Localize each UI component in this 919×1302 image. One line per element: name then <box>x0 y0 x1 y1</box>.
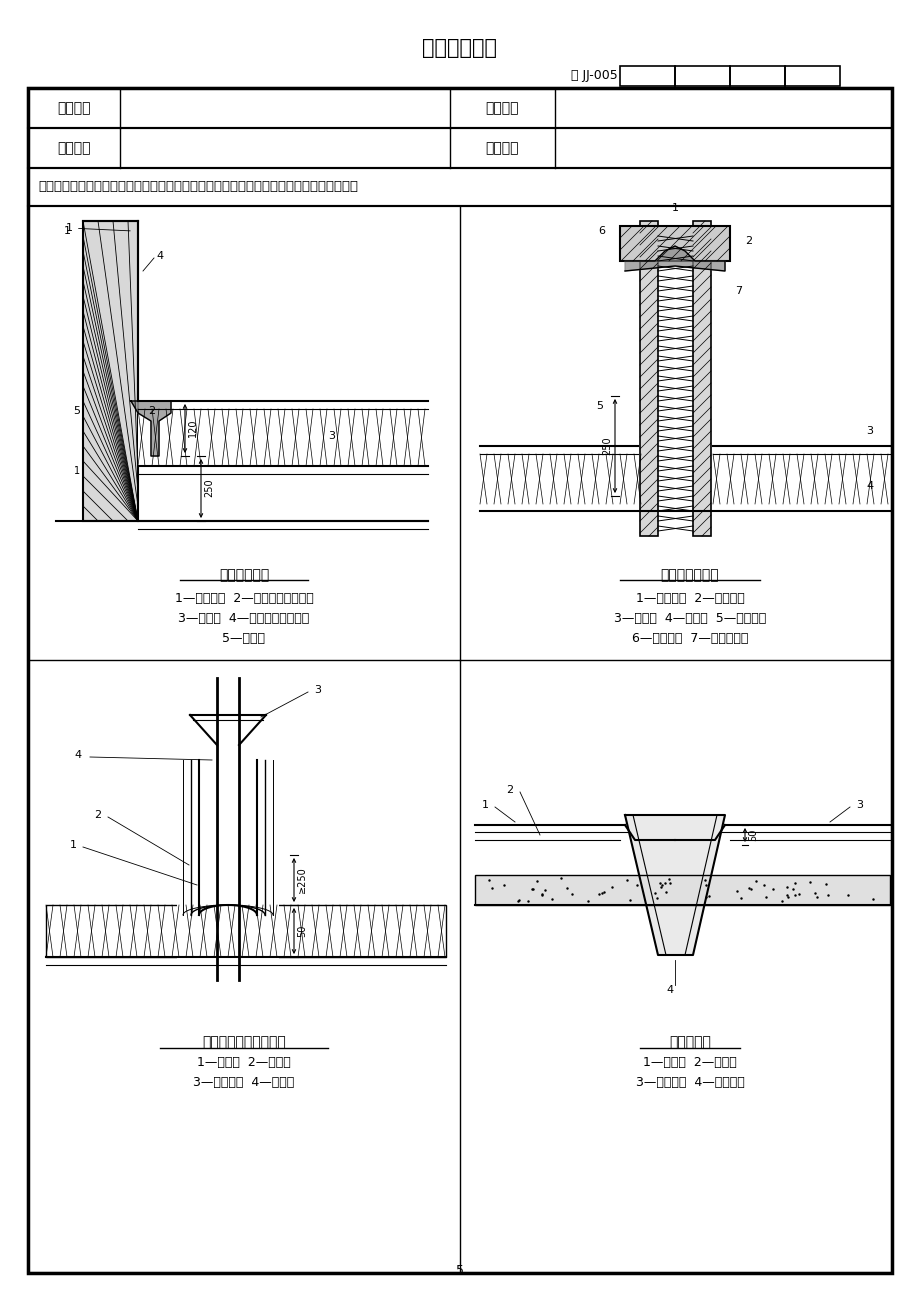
Text: 3—密封材料  4—金属箍: 3—密封材料 4—金属箍 <box>193 1075 294 1088</box>
Text: 50: 50 <box>297 924 307 937</box>
Bar <box>692 221 710 536</box>
Bar <box>83 221 138 521</box>
Text: 技术交底记录: 技术交底记录 <box>422 38 497 59</box>
Text: 2: 2 <box>148 406 155 417</box>
Text: ≥250: ≥250 <box>297 867 307 893</box>
Text: 1—防水层  2—附加层: 1—防水层 2—附加层 <box>197 1056 290 1069</box>
Text: 5: 5 <box>596 401 603 411</box>
Text: 4: 4 <box>74 750 82 760</box>
Bar <box>480 454 637 504</box>
Bar <box>729 66 784 86</box>
Text: 3: 3 <box>866 426 872 436</box>
Bar <box>712 454 889 504</box>
Polygon shape <box>624 246 724 271</box>
Text: 5: 5 <box>456 1263 463 1276</box>
Bar <box>784 66 839 86</box>
Text: 6: 6 <box>597 227 605 236</box>
Bar <box>46 905 446 957</box>
Text: 高低跨变形缝: 高低跨变形缝 <box>219 568 269 582</box>
Bar <box>28 128 891 168</box>
Polygon shape <box>624 815 724 954</box>
Text: 1: 1 <box>481 799 488 810</box>
Text: 施工单位: 施工单位 <box>484 102 518 115</box>
Text: 变形缝防水构造: 变形缝防水构造 <box>660 568 719 582</box>
Text: 250: 250 <box>204 479 214 497</box>
Polygon shape <box>130 401 171 456</box>
Text: 5: 5 <box>73 406 80 417</box>
Text: 直式水落口: 直式水落口 <box>668 1035 710 1049</box>
Text: 3—防水层  4—金属压条钉子固定: 3—防水层 4—金属压条钉子固定 <box>178 612 310 625</box>
Text: 1: 1 <box>70 840 76 850</box>
Bar <box>28 168 891 206</box>
Bar <box>640 221 657 536</box>
Text: 3: 3 <box>314 685 321 695</box>
Text: 50: 50 <box>747 829 757 841</box>
Text: 1—衬垫材料  2—卷材封盖: 1—衬垫材料 2—卷材封盖 <box>635 591 743 604</box>
Bar <box>28 206 891 1273</box>
Text: 250: 250 <box>601 436 611 456</box>
Text: 7: 7 <box>734 286 742 296</box>
Text: 3: 3 <box>856 799 863 810</box>
Text: 2: 2 <box>744 236 752 246</box>
Text: 伸出屋面管道防水构造: 伸出屋面管道防水构造 <box>202 1035 286 1049</box>
Text: 工程名称: 工程名称 <box>57 102 91 115</box>
Text: 3: 3 <box>328 431 335 441</box>
Text: 交底提要：合成高分子卷材屋面防水层工程的相关材料、机具准备、质量要求及施工工艺。: 交底提要：合成高分子卷材屋面防水层工程的相关材料、机具准备、质量要求及施工工艺。 <box>38 181 357 194</box>
Text: 1: 1 <box>671 203 678 214</box>
Text: 工序名称: 工序名称 <box>484 141 518 155</box>
Text: 5—水泥钉: 5—水泥钉 <box>222 631 266 644</box>
Text: 4: 4 <box>665 986 673 995</box>
Bar <box>675 66 729 86</box>
Text: 3—密封材料  4—水落口杯: 3—密封材料 4—水落口杯 <box>635 1075 743 1088</box>
Text: 120: 120 <box>187 419 198 437</box>
Bar <box>474 875 889 905</box>
Bar <box>28 89 891 128</box>
Text: 3—防水层  4—附加层  5—沥青麻丝: 3—防水层 4—附加层 5—沥青麻丝 <box>613 612 766 625</box>
Text: 1—密封材料  2—金属或高分子盖板: 1—密封材料 2—金属或高分子盖板 <box>175 591 313 604</box>
Text: 交底部位: 交底部位 <box>57 141 91 155</box>
Text: 4: 4 <box>156 251 163 260</box>
Bar <box>138 409 427 466</box>
Bar <box>619 227 729 260</box>
Text: 1—防水层  2—附加层: 1—防水层 2—附加层 <box>642 1056 736 1069</box>
Text: 1: 1 <box>66 223 130 233</box>
Text: 1: 1 <box>74 466 80 477</box>
Text: 6—水泥砂浆  7—混凝土盖板: 6—水泥砂浆 7—混凝土盖板 <box>631 631 747 644</box>
Text: 1: 1 <box>64 227 71 236</box>
Bar <box>619 66 675 86</box>
Text: 2: 2 <box>95 810 101 820</box>
Text: 4: 4 <box>866 480 873 491</box>
Bar <box>176 902 278 960</box>
Text: 鲁 JJ-005: 鲁 JJ-005 <box>571 69 618 82</box>
Text: 2: 2 <box>505 785 513 796</box>
